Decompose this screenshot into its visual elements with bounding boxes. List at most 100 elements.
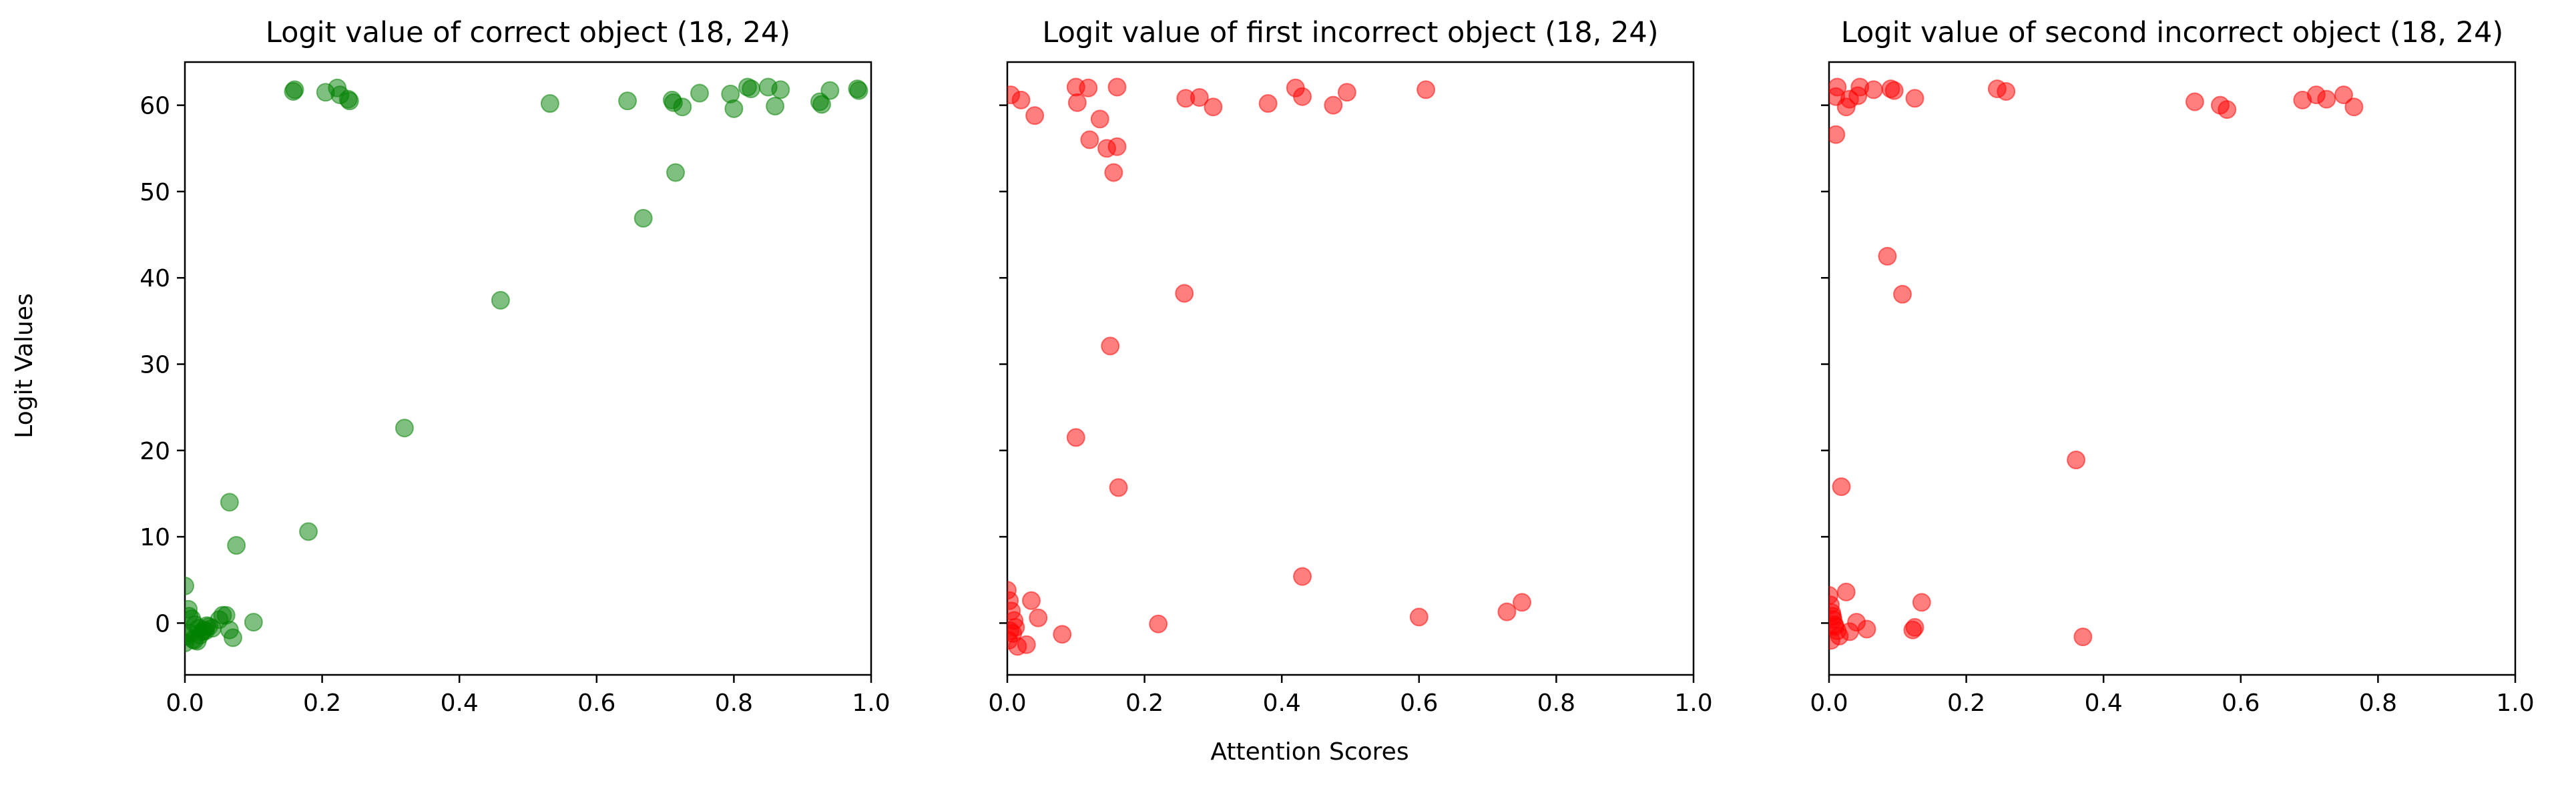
scatter-point	[1324, 95, 1343, 115]
panel-correct-object: Logit value of correct object (18, 24) 0.…	[140, 16, 890, 717]
scatter-point	[1829, 617, 1845, 636]
y-tick-label: 60	[140, 93, 170, 120]
y-tick-label: 20	[140, 438, 170, 465]
x-tick-label: 1.0	[2496, 690, 2534, 717]
x-tick-label: 0.4	[2085, 690, 2123, 717]
scatter-point	[1029, 608, 1048, 627]
scatter-point	[1258, 94, 1278, 113]
x-tick-label: 0.8	[2359, 690, 2397, 717]
plot-frame	[184, 61, 872, 676]
x-tick-label: 0.6	[2222, 690, 2260, 717]
scatter-point	[244, 613, 263, 632]
scatter-point	[299, 522, 318, 541]
scatter-point	[1021, 591, 1041, 610]
y-tick-label: 30	[140, 352, 170, 379]
x-tick-label: 0.0	[1810, 690, 1848, 717]
scatter-point	[185, 607, 199, 626]
scatter-point	[1293, 87, 1312, 106]
scatter-point	[1905, 89, 1924, 108]
scatter-point	[197, 616, 216, 635]
scatter-point	[540, 94, 559, 113]
scatter-point	[1107, 77, 1127, 97]
scatter-point	[1293, 567, 1312, 586]
scatter-point	[1107, 137, 1127, 156]
plot-frame	[1006, 61, 1695, 676]
scatter-point	[395, 419, 414, 438]
y-tick-label: 40	[140, 265, 170, 292]
scatter-point	[1190, 88, 1209, 107]
scatter-point	[1829, 77, 1847, 97]
scatter-point	[2317, 89, 2336, 109]
scatter-point	[1836, 582, 1856, 601]
scatter-point	[766, 96, 785, 115]
scatter-point	[2344, 97, 2364, 117]
scatter-point	[1090, 109, 1109, 129]
x-tick-label: 0.0	[988, 690, 1026, 717]
scatter-point	[491, 290, 510, 310]
y-axis-label: Logit Values	[11, 293, 38, 438]
scatter-points	[1829, 77, 2364, 650]
scatter-point	[1204, 97, 1223, 117]
scatter-point	[666, 163, 686, 182]
scatter-point	[1053, 625, 1072, 644]
y-tick-label: 50	[140, 179, 170, 206]
scatter-point	[1101, 336, 1120, 356]
scatter-point	[849, 81, 868, 100]
scatter-point	[227, 536, 246, 555]
scatter-point	[1864, 80, 1883, 99]
scatter-point	[633, 209, 653, 228]
x-axis-label: Attention Scores	[1210, 738, 1408, 766]
chart-title: Logit value of second incorrect object (…	[1841, 16, 2503, 49]
x-tick-label: 0.0	[166, 690, 204, 717]
scatter-point	[1497, 602, 1517, 621]
scatter-point	[1878, 246, 1897, 266]
scatter-point	[1416, 80, 1436, 99]
scatter-point	[1829, 125, 1846, 144]
scatter-point	[1149, 614, 1168, 633]
scatter-point	[812, 95, 831, 114]
scatter-point	[1409, 607, 1429, 627]
scatter-point	[1912, 593, 1931, 612]
scatter-point	[1007, 621, 1020, 641]
scatter-point	[1997, 81, 2016, 101]
scatter-point	[1104, 163, 1123, 182]
scatter-point	[2334, 85, 2353, 105]
y-tick-label: 0	[155, 610, 170, 637]
scatter-point	[2073, 627, 2093, 647]
scatter-point	[1067, 93, 1087, 112]
scatter-point	[820, 81, 840, 100]
scatter-point	[742, 79, 761, 99]
scatter-point	[2185, 92, 2204, 111]
y-tick-label: 10	[140, 524, 170, 551]
x-tick-label: 0.2	[1947, 690, 1985, 717]
scatter-point	[1832, 477, 1851, 497]
panel-first-incorrect-object: Logit value of first incorrect object (1…	[988, 16, 1712, 717]
plot-frame	[1828, 61, 2517, 676]
x-tick-label: 0.6	[577, 690, 615, 717]
scatter-point	[1513, 593, 1531, 612]
scatter-point	[1175, 284, 1194, 303]
scatter-point	[673, 97, 692, 117]
chart-title: Logit value of first incorrect object (1…	[1042, 16, 1658, 49]
scatter-point	[2218, 100, 2237, 119]
x-tick-label: 1.0	[1674, 690, 1712, 717]
x-tick-label: 0.4	[1263, 690, 1301, 717]
x-tick-label: 0.2	[1125, 690, 1164, 717]
panel-second-incorrect-object: Logit value of second incorrect object (…	[1810, 16, 2534, 717]
scatter-point	[1884, 81, 1904, 100]
scatter-point	[1008, 637, 1027, 656]
scatter-point	[185, 576, 194, 595]
scatter-point	[618, 91, 637, 111]
scatter-point	[1025, 106, 1045, 125]
scatter-point	[340, 91, 359, 111]
x-tick-label: 1.0	[852, 690, 890, 717]
chart-title: Logit value of correct object (18, 24)	[266, 16, 790, 49]
scatter-point	[1011, 90, 1031, 109]
x-tick-label: 0.8	[1537, 690, 1575, 717]
scatter-points	[185, 77, 868, 653]
x-tick-label: 0.2	[303, 690, 341, 717]
scatter-point	[284, 81, 303, 101]
scatter-point	[1892, 284, 1912, 304]
scatter-point	[1066, 428, 1085, 447]
